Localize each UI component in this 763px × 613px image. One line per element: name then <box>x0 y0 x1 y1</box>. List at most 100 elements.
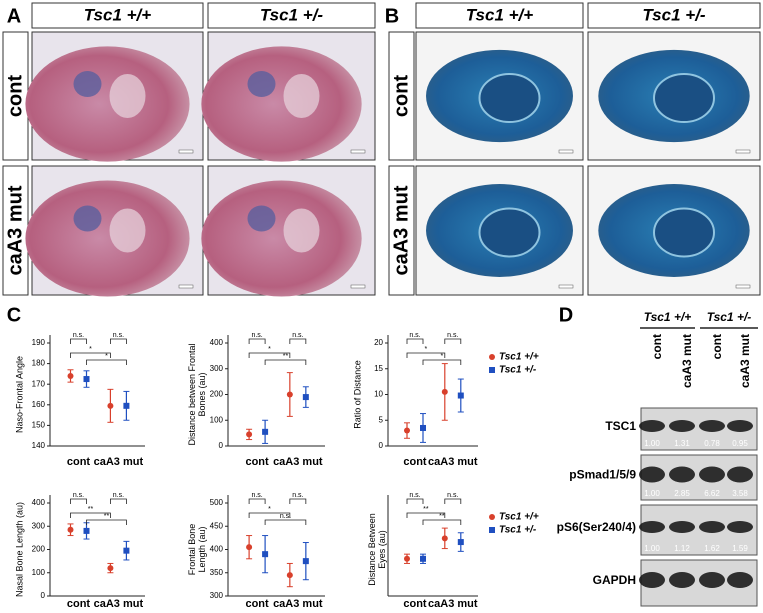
bracket <box>406 498 424 504</box>
y-tick-label: 200 <box>210 390 224 399</box>
scale-bar <box>350 149 366 154</box>
bracket <box>289 498 307 504</box>
legend-label: Tsc1 +/- <box>499 525 537 536</box>
significance: n.s. <box>447 332 458 339</box>
point <box>83 527 90 534</box>
y-tick-label: 500 <box>210 498 224 507</box>
band <box>727 466 753 483</box>
x-tick-label: cont <box>245 456 269 468</box>
y-axis-label: Frontal BoneLength (au) <box>187 524 207 576</box>
band <box>699 420 725 432</box>
row-label: caA3 mut <box>4 185 26 275</box>
point <box>420 555 426 562</box>
header-box <box>207 2 376 29</box>
legend-swatch <box>489 367 495 373</box>
group-header: Tsc1 +/+ <box>644 310 692 324</box>
band <box>639 521 665 533</box>
row-label: caA3 mut <box>390 185 412 275</box>
column-header: Tsc1 +/+ <box>84 5 151 24</box>
y-tick-label: 350 <box>210 568 224 577</box>
quantification: 1.00 <box>644 439 660 448</box>
bracket <box>86 359 127 365</box>
y-tick-label: 200 <box>32 545 46 554</box>
x-tick-label: cont <box>67 598 91 610</box>
significance: n.s. <box>292 492 303 499</box>
photo <box>25 165 204 297</box>
point <box>457 539 464 546</box>
legend-label: Tsc1 +/- <box>499 365 537 376</box>
scale-bar <box>558 149 574 154</box>
bracket <box>70 498 87 504</box>
header-box <box>415 2 584 29</box>
suture <box>478 207 541 258</box>
group-header: Tsc1 +/- <box>707 310 752 324</box>
column-header: Tsc1 +/- <box>642 5 705 24</box>
point <box>123 402 130 409</box>
band <box>639 466 665 483</box>
legend-swatch <box>489 354 495 360</box>
x-tick-label: caA3 mut <box>94 456 144 468</box>
point <box>457 392 464 399</box>
y-tick-label: 15 <box>374 364 383 373</box>
y-tick-label: 300 <box>32 521 46 530</box>
row-box <box>388 165 415 296</box>
band <box>727 521 753 533</box>
suture <box>653 207 715 258</box>
quantification: 1.59 <box>732 544 748 553</box>
point <box>107 402 114 409</box>
bracket <box>406 352 446 358</box>
band <box>699 572 725 588</box>
significance: n.s. <box>409 332 420 339</box>
eye <box>73 205 102 232</box>
bracket <box>289 338 307 344</box>
bracket <box>422 519 462 525</box>
y-axis-label: Distance BetweenEyes (au) <box>367 513 387 586</box>
significance: ** <box>88 506 94 513</box>
lane-label: cont <box>650 334 664 359</box>
panel-label: B <box>385 5 399 27</box>
point <box>286 391 293 398</box>
point <box>441 388 448 395</box>
y-tick-label: 140 <box>32 441 46 450</box>
point <box>67 372 74 379</box>
x-tick-label: caA3 mut <box>428 456 478 468</box>
bracket <box>248 352 291 358</box>
point <box>107 565 114 572</box>
blot-label: TSC1 <box>605 419 636 433</box>
y-tick-label: 0 <box>219 441 224 450</box>
quantification: 1.00 <box>644 544 660 553</box>
bracket <box>248 512 291 518</box>
photo <box>587 31 761 161</box>
y-tick-label: 190 <box>32 338 46 347</box>
eye <box>73 71 102 97</box>
y-axis-label: Ratio of Distance <box>352 360 362 429</box>
y-tick-label: 400 <box>210 545 224 554</box>
bracket <box>264 519 307 525</box>
photo <box>587 165 761 296</box>
point <box>302 558 309 565</box>
scale-bar <box>178 149 194 154</box>
significance: ** <box>439 513 445 520</box>
legend-label: Tsc1 +/+ <box>499 512 539 523</box>
eye <box>247 205 276 232</box>
quantification: 2.85 <box>674 489 690 498</box>
point <box>246 544 253 551</box>
x-tick-label: caA3 mut <box>273 456 323 468</box>
band <box>669 572 695 588</box>
point <box>262 551 269 558</box>
row-label: cont <box>4 75 26 118</box>
significance: n.s. <box>409 492 420 499</box>
suture <box>478 73 541 123</box>
significance: * <box>268 346 271 353</box>
significance: ** <box>104 513 110 520</box>
band <box>699 466 725 483</box>
header-box <box>31 2 204 29</box>
row-box <box>388 31 415 161</box>
scale-bar <box>735 149 751 154</box>
y-tick-label: 5 <box>379 415 384 424</box>
band <box>727 420 753 432</box>
band <box>639 572 665 588</box>
legend-label: Tsc1 +/+ <box>499 352 539 363</box>
band <box>699 521 725 533</box>
